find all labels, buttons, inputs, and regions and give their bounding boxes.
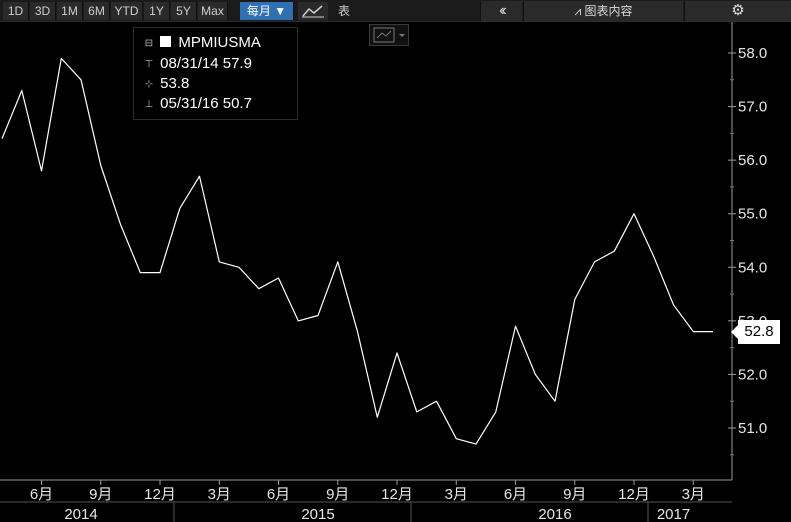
x-tick-label: 12月 — [381, 486, 413, 503]
year-label: 2014 — [64, 506, 97, 522]
range-button-ytd[interactable]: YTD — [111, 2, 143, 20]
legend-high: 08/31/14 57.9 — [160, 55, 252, 72]
y-tick-label: 54.0 — [738, 259, 767, 276]
toolbar: 1D 3D 1M 6M YTD 1Y 5Y Max 每月 ▼ 表 ‹‹ ⩘ 图表内容 ⚙ — [0, 0, 791, 22]
legend-ticker: MPMIUSMA — [178, 34, 261, 51]
x-tick-label: 6月 — [504, 486, 527, 503]
line-chart: 51.052.053.054.055.056.057.058.0 6月9月12月… — [0, 22, 767, 522]
y-tick-label: 55.0 — [738, 206, 767, 223]
chart-content-label: 图表内容 — [584, 4, 633, 18]
double-chevron-left-icon: ‹‹ — [499, 2, 506, 19]
gear-icon: ⚙ — [731, 2, 745, 19]
x-tick-label: 6月 — [30, 486, 53, 503]
range-button-1y[interactable]: 1Y — [144, 2, 170, 20]
high-marker-icon: ⊤ — [144, 58, 154, 70]
series-swatch — [160, 36, 172, 47]
chart-content-button[interactable]: ⩘ 图表内容 — [523, 1, 683, 21]
frequency-dropdown[interactable]: 每月 ▼ — [240, 2, 294, 20]
range-button-6m[interactable]: 6M — [84, 2, 110, 20]
chart-style-button[interactable] — [369, 24, 409, 46]
x-tick-label: 9月 — [563, 486, 586, 503]
collapse-square-icon[interactable]: ⊟ — [144, 37, 154, 49]
legend-ticker-row: ⊟ MPMIUSMA — [142, 34, 261, 51]
y-axis: 51.052.053.054.055.056.057.058.0 — [728, 22, 767, 480]
x-tick-label: 3月 — [208, 486, 231, 503]
year-label: 2015 — [301, 506, 334, 522]
table-button[interactable]: 表 — [338, 4, 351, 18]
x-axis: 6月 9月 12月 3月 6月 9月 12月 3月 6月 9月 12月 3月 2014 2015 2016 2… — [0, 479, 732, 522]
line-chart-icon — [302, 5, 324, 18]
y-tick-label: 57.0 — [738, 99, 767, 116]
y-tick-label: 58.0 — [738, 45, 767, 62]
x-tick-label: 12月 — [144, 486, 176, 503]
last-marker-icon: ⊹ — [144, 78, 154, 90]
legend-high-row: ⊤ 08/31/14 57.9 — [142, 55, 252, 72]
year-label: 2017 — [657, 506, 690, 522]
range-button-max[interactable]: Max — [198, 2, 228, 20]
x-tick-label: 9月 — [89, 486, 112, 503]
y-tick-label: 52.0 — [738, 366, 767, 383]
legend-last-row: ⊹ 53.8 — [142, 75, 190, 92]
legend: ⊟ MPMIUSMA ⊤ 08/31/14 57.9 ⊹ 53.8 ⊥ 05/3… — [133, 27, 298, 120]
year-label: 2016 — [538, 506, 571, 522]
range-button-1d[interactable]: 1D — [3, 2, 29, 20]
x-tick-label: 6月 — [267, 486, 290, 503]
legend-low-row: ⊥ 05/31/16 50.7 — [142, 95, 252, 112]
y-tick-label: 51.0 — [738, 420, 767, 437]
legend-low: 05/31/16 50.7 — [160, 95, 252, 112]
year-band — [0, 502, 732, 522]
range-button-3d[interactable]: 3D — [30, 2, 56, 20]
series-layer — [1, 57, 713, 445]
collapse-button[interactable]: ‹‹ — [480, 1, 522, 21]
last-value-tag: 52.8 — [731, 319, 780, 344]
x-tick-label: 3月 — [682, 486, 705, 503]
legend-last: 53.8 — [160, 75, 190, 92]
x-tick-label: 9月 — [326, 486, 349, 503]
x-tick-label: 3月 — [445, 486, 468, 503]
range-button-1m[interactable]: 1M — [57, 2, 83, 20]
x-tick-label: 12月 — [618, 486, 650, 503]
low-marker-icon: ⊥ — [144, 98, 154, 110]
chart-style-icon — [373, 27, 405, 43]
settings-button[interactable]: ⚙ — [684, 1, 791, 21]
y-tick-label: 56.0 — [738, 152, 767, 169]
range-button-5y[interactable]: 5Y — [171, 2, 197, 20]
line-chart-button[interactable] — [298, 2, 328, 20]
series-line-mpmiusma — [1, 57, 713, 445]
chart-content-icon: ⩘ — [574, 4, 585, 18]
